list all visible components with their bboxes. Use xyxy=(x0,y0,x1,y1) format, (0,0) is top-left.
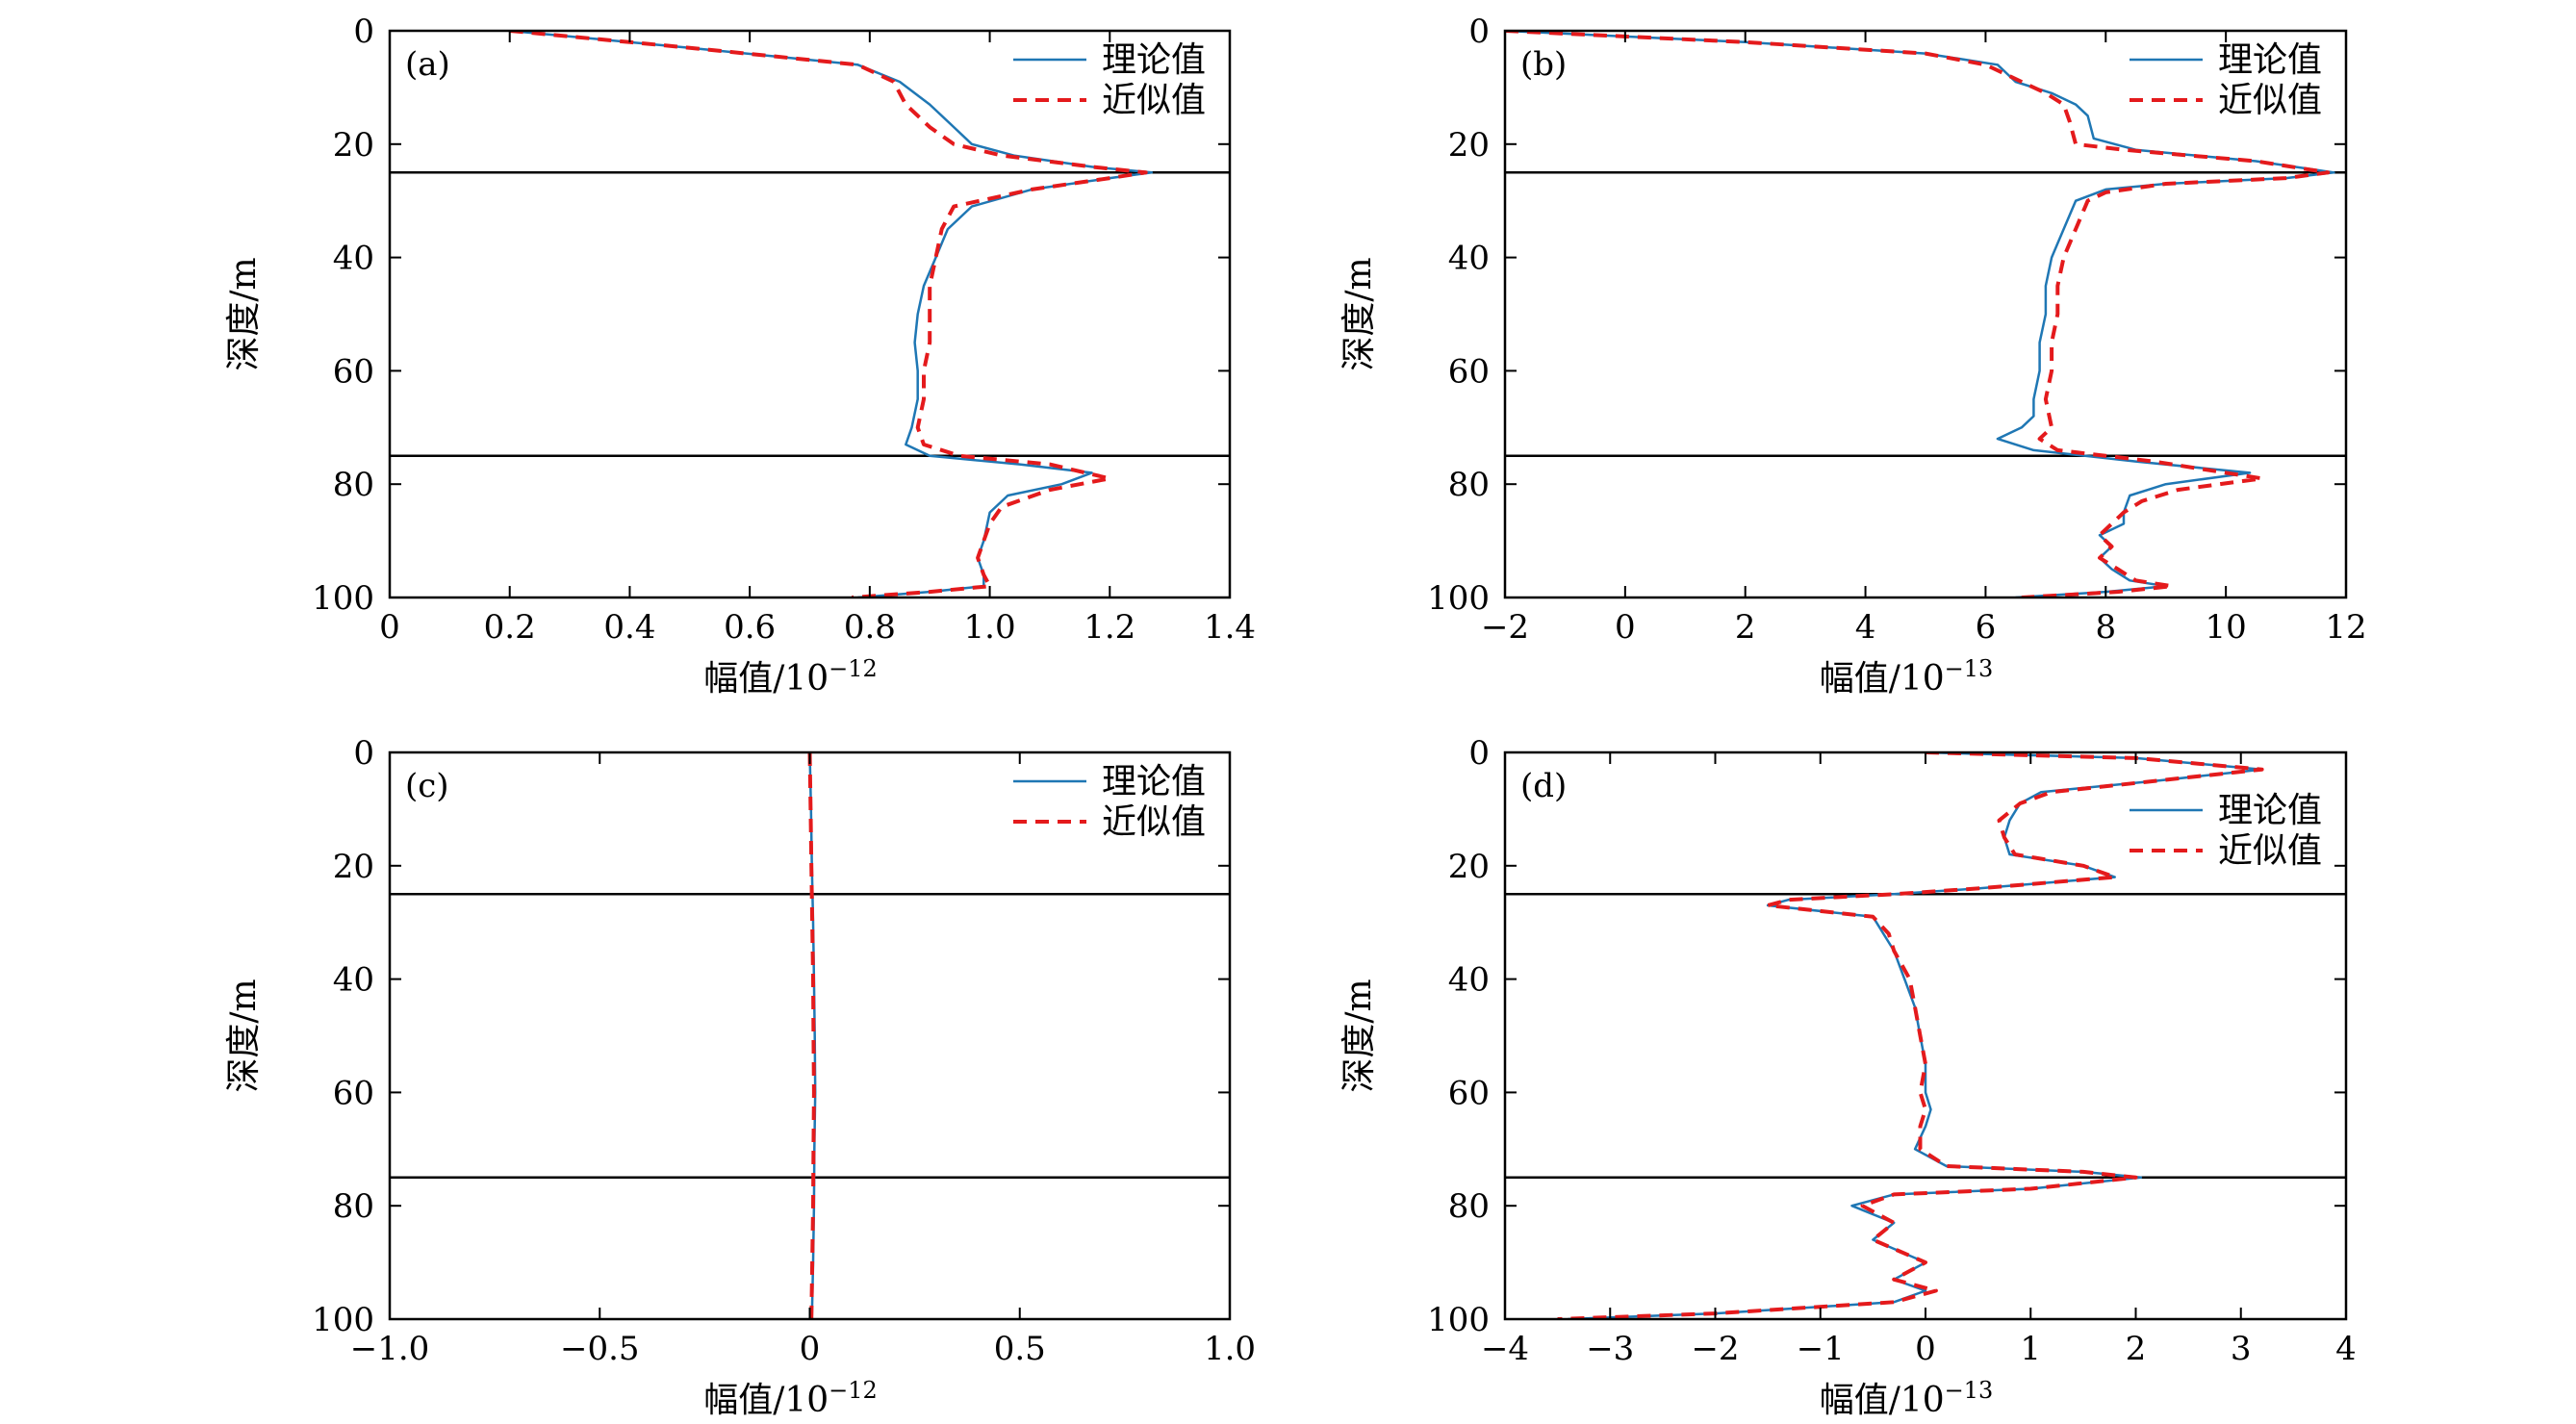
x-axis-label-exponent: −13 xyxy=(1945,1377,1994,1404)
approx-series-line xyxy=(1505,31,2331,598)
panel-tag: (a) xyxy=(405,45,450,84)
x-tick-label: −0.5 xyxy=(560,1330,640,1368)
theory-series-line xyxy=(509,31,1154,598)
x-tick-label: 0.4 xyxy=(603,608,655,647)
y-tick-label: 80 xyxy=(333,1187,374,1226)
x-tick-label: 2 xyxy=(1735,608,1756,647)
approx-series-line xyxy=(807,752,816,1319)
y-axis-label: 深度/m xyxy=(224,979,264,1092)
x-tick-label: −3 xyxy=(1586,1330,1634,1368)
x-tick-label: 4 xyxy=(2335,1330,2357,1368)
x-tick-label: 0 xyxy=(1915,1330,1936,1368)
y-tick-label: 80 xyxy=(333,466,374,504)
y-tick-label: 20 xyxy=(333,848,374,886)
y-tick-label: 100 xyxy=(312,579,374,618)
y-tick-label: 60 xyxy=(333,352,374,391)
x-tick-label: 12 xyxy=(2325,608,2366,647)
panel-tag: (b) xyxy=(1520,45,1567,84)
x-tick-label: 6 xyxy=(1976,608,1997,647)
panel-b: −2 0 2 4 6 8 10 12 0 20 40 60 80 100 幅值/10−13 深度/m (b) 理论… xyxy=(1339,13,2367,699)
panel-c: −1.0 −0.5 0 0.5 1.0 0 20 40 60 80 100 幅值/10−12 深度/m (… xyxy=(224,734,1256,1420)
legend-theory-label: 理论值 xyxy=(2218,791,2322,830)
y-tick-label: 60 xyxy=(1448,352,1490,391)
x-tick-label: 0 xyxy=(800,1330,821,1368)
legend-approx-label: 近似值 xyxy=(1102,81,1206,120)
x-tick-label: 1.2 xyxy=(1084,608,1135,647)
panel-d: −4 −3 −2 −1 0 1 2 3 4020406080100幅值/10−13深度/m(d)… xyxy=(1339,734,2357,1420)
y-tick-label: 20 xyxy=(333,126,374,165)
y-tick-label: 80 xyxy=(1448,1187,1490,1226)
approx-series-line xyxy=(1557,752,2264,1319)
x-tick-label: −4 xyxy=(1481,1330,1529,1368)
y-tick-label: 80 xyxy=(1448,466,1490,504)
legend-approx-label: 近似值 xyxy=(1102,802,1206,842)
x-tick-label: −2 xyxy=(1481,608,1529,647)
x-tick-label: 10 xyxy=(2206,608,2247,647)
x-axis-label-base: 幅值/10 xyxy=(703,659,829,699)
legend-theory-label: 理论值 xyxy=(1102,40,1206,80)
x-tick-label: −1 xyxy=(1797,1330,1845,1368)
x-axis-label: 幅值/10−13 xyxy=(1820,655,1994,699)
y-tick-label: 0 xyxy=(353,734,374,773)
y-tick-label: 20 xyxy=(1448,126,1490,165)
y-tick-label: 0 xyxy=(1468,734,1490,773)
x-tick-label: 0.6 xyxy=(724,608,776,647)
x-axis-label-exponent: −13 xyxy=(1945,655,1994,682)
legend-approx-label: 近似值 xyxy=(2218,831,2322,871)
y-tick-label: 40 xyxy=(333,961,374,1000)
y-tick-label: 0 xyxy=(353,13,374,51)
approx-series-line xyxy=(509,31,1148,598)
legend-approx-label: 近似值 xyxy=(2218,81,2322,120)
plot-frame xyxy=(1503,29,2348,599)
x-axis-label-base: 幅值/10 xyxy=(1820,659,1945,699)
x-tick-label: 2 xyxy=(2126,1330,2147,1368)
y-tick-label: 60 xyxy=(333,1074,374,1112)
x-tick-label: −2 xyxy=(1691,1330,1739,1368)
y-axis-label: 深度/m xyxy=(1339,257,1379,370)
x-axis-label: 幅值/10−13 xyxy=(1820,1377,1994,1420)
y-axis-label: 深度/m xyxy=(224,257,264,370)
x-axis-label-exponent: −12 xyxy=(829,1377,878,1404)
x-axis-label: 幅值/10−12 xyxy=(703,655,878,699)
y-tick-label: 40 xyxy=(1448,240,1490,278)
y-tick-label: 100 xyxy=(312,1301,374,1339)
x-axis-label: 幅值/10−12 xyxy=(703,1377,878,1420)
x-tick-label: 0.2 xyxy=(484,608,536,647)
x-axis-label-base: 幅值/10 xyxy=(703,1381,829,1420)
y-tick-label: 0 xyxy=(1468,13,1490,51)
x-axis-label-exponent: −12 xyxy=(829,655,878,682)
panel-tag: (d) xyxy=(1520,767,1567,805)
y-tick-label: 40 xyxy=(333,240,374,278)
theory-series-line xyxy=(1505,31,2335,598)
x-tick-label: 0.8 xyxy=(844,608,896,647)
x-tick-label: 0 xyxy=(1615,608,1636,647)
y-tick-label: 20 xyxy=(1448,848,1490,886)
x-tick-label: 1.4 xyxy=(1204,608,1256,647)
panel-tag: (c) xyxy=(405,767,449,805)
panel-a: 0 0.2 0.4 0.6 0.8 1.0 1.2 1.4 0 20 40 60 80 100 幅值/10−… xyxy=(224,13,1256,699)
x-axis-label-base: 幅值/10 xyxy=(1820,1381,1945,1420)
y-tick-label: 100 xyxy=(1427,579,1490,618)
x-tick-label: 8 xyxy=(2095,608,2116,647)
legend-theory-label: 理论值 xyxy=(2218,40,2322,80)
plot-frame xyxy=(388,29,1232,599)
x-tick-label: 0 xyxy=(379,608,400,647)
x-tick-label: 3 xyxy=(2231,1330,2252,1368)
y-tick-label: 100 xyxy=(1427,1301,1490,1339)
x-tick-label: 1 xyxy=(2020,1330,2041,1368)
x-tick-label: −1.0 xyxy=(350,1330,430,1368)
legend-theory-label: 理论值 xyxy=(1102,762,1206,801)
y-axis-label: 深度/m xyxy=(1339,979,1379,1092)
theory-series-line xyxy=(1568,752,2263,1319)
y-tick-label: 40 xyxy=(1448,961,1490,1000)
x-tick-label: 1.0 xyxy=(1204,1330,1256,1368)
x-tick-label: 4 xyxy=(1855,608,1876,647)
x-tick-label: 0.5 xyxy=(994,1330,1046,1368)
y-tick-label: 60 xyxy=(1448,1074,1490,1112)
x-tick-label: 1.0 xyxy=(964,608,1016,647)
theory-series-line xyxy=(808,752,817,1319)
